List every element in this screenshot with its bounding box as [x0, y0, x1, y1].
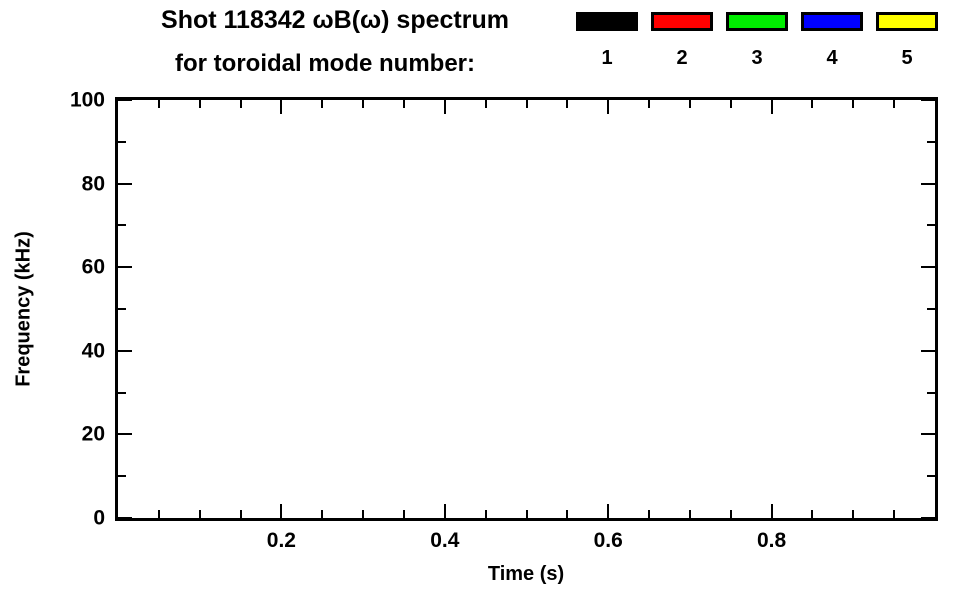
axis-tick — [118, 433, 132, 436]
axis-tick — [921, 349, 935, 352]
axis-tick — [893, 100, 896, 108]
legend-color-swatch — [651, 12, 713, 31]
axis-tick — [648, 510, 651, 518]
axis-tick — [927, 391, 935, 394]
legend-label: 5 — [901, 47, 913, 69]
axis-tick — [566, 100, 569, 108]
axis-tick — [607, 100, 610, 114]
axis-tick — [198, 100, 201, 108]
axis-tick — [729, 100, 732, 108]
axis-tick — [321, 100, 324, 108]
axis-tick — [770, 504, 773, 518]
axis-tick — [811, 510, 814, 518]
legend-item: 5 — [876, 12, 938, 68]
axis-tick — [648, 100, 651, 108]
axis-tick — [118, 182, 132, 185]
axis-tick — [770, 100, 773, 114]
y-tick-label: 60 — [81, 255, 105, 279]
axis-tick — [525, 510, 528, 518]
axis-tick — [402, 510, 405, 518]
legend-label: 1 — [601, 47, 613, 69]
x-tick-label: 0.2 — [266, 529, 296, 552]
axis-tick — [118, 517, 132, 519]
axis-tick — [921, 433, 935, 436]
axis-tick — [927, 475, 935, 478]
y-tick-label: 40 — [81, 339, 105, 363]
legend-item: 1 — [576, 12, 638, 68]
axis-tick — [118, 391, 126, 394]
legend: 1 2 3 4 5 — [576, 12, 938, 68]
axis-tick — [921, 266, 935, 269]
axis-tick — [921, 182, 935, 185]
legend-item: 4 — [801, 12, 863, 68]
axis-tick — [157, 100, 160, 108]
axis-tick — [118, 266, 132, 269]
axis-tick — [157, 510, 160, 518]
axis-tick — [927, 224, 935, 227]
axis-tick — [484, 100, 487, 108]
axis-tick — [118, 99, 132, 101]
axis-tick — [239, 100, 242, 108]
axis-tick — [852, 510, 855, 518]
axis-tick — [321, 510, 324, 518]
axis-tick — [921, 99, 935, 101]
axis-tick — [927, 140, 935, 143]
axis-tick — [198, 510, 201, 518]
axis-tick — [280, 504, 283, 518]
axis-tick — [443, 100, 446, 114]
y-tick-label: 100 — [69, 88, 105, 112]
axis-tick — [362, 100, 365, 108]
axis-tick — [484, 510, 487, 518]
axis-tick — [729, 510, 732, 518]
axis-tick — [443, 504, 446, 518]
legend-item: 2 — [651, 12, 713, 68]
y-tick-label: 80 — [81, 172, 105, 196]
axis-tick — [921, 517, 935, 519]
x-tick-label: 0.6 — [593, 529, 623, 552]
x-axis-title: Time (s) — [487, 563, 565, 585]
legend-color-swatch — [726, 12, 788, 31]
axis-tick — [525, 100, 528, 108]
axis-tick — [927, 308, 935, 310]
axis-tick — [893, 510, 896, 518]
y-tick-label: 20 — [81, 422, 105, 446]
x-tick-label: 0.8 — [756, 529, 787, 552]
x-tick-label: 0.4 — [430, 529, 460, 552]
legend-color-swatch — [801, 12, 863, 31]
legend-color-swatch — [576, 12, 638, 31]
axis-tick — [402, 100, 405, 108]
legend-color-swatch — [876, 12, 938, 31]
axis-tick — [239, 510, 242, 518]
plot-area — [115, 97, 938, 521]
axis-tick — [118, 140, 126, 143]
legend-label: 4 — [826, 47, 838, 69]
legend-item: 3 — [726, 12, 788, 68]
axis-tick — [811, 100, 814, 108]
axis-tick — [688, 510, 691, 518]
axis-tick — [280, 100, 283, 114]
legend-label: 2 — [676, 47, 688, 69]
axis-tick — [118, 475, 126, 478]
axis-tick — [362, 510, 365, 518]
axis-tick — [607, 504, 610, 518]
axis-tick — [118, 224, 126, 227]
axis-tick — [118, 349, 132, 352]
axis-tick — [852, 100, 855, 108]
axis-tick — [688, 100, 691, 108]
axis-tick — [118, 308, 126, 310]
y-axis-title: Frequency (kHz) — [12, 231, 35, 387]
axis-tick — [566, 510, 569, 518]
legend-label: 3 — [751, 47, 763, 69]
chart-title-line1: Shot 118342 ωB(ω) spectrum — [161, 6, 509, 34]
chart-title-line2: for toroidal mode number: — [175, 50, 475, 77]
y-tick-label: 0 — [93, 506, 105, 530]
